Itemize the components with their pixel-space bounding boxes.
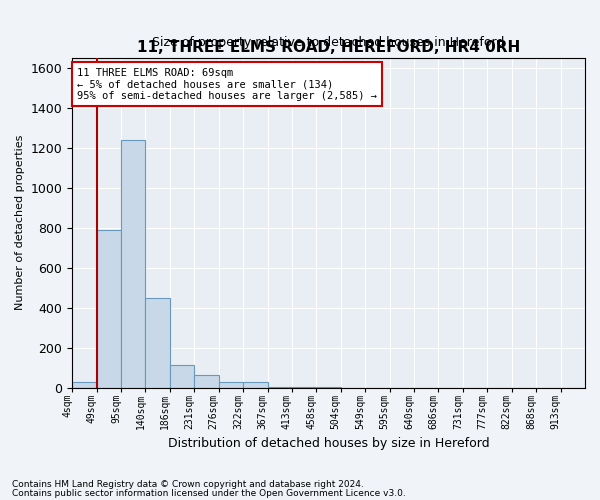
Text: Contains public sector information licensed under the Open Government Licence v3: Contains public sector information licen… (12, 490, 406, 498)
Text: Contains HM Land Registry data © Crown copyright and database right 2024.: Contains HM Land Registry data © Crown c… (12, 480, 364, 489)
Bar (316, 387, 341, 388)
Bar (170, 365, 194, 388)
Bar (243, 382, 268, 388)
X-axis label: Distribution of detached houses by size in Hereford: Distribution of detached houses by size … (168, 437, 490, 450)
Text: 11 THREE ELMS ROAD: 69sqm
← 5% of detached houses are smaller (134)
95% of semi-: 11 THREE ELMS ROAD: 69sqm ← 5% of detach… (77, 68, 377, 100)
Bar (292, 387, 316, 388)
Bar (72, 382, 97, 388)
Bar (97, 230, 121, 388)
Bar (218, 382, 243, 388)
Bar (194, 375, 218, 388)
Bar (121, 140, 145, 388)
Text: Size of property relative to detached houses in Hereford: Size of property relative to detached ho… (152, 36, 505, 50)
Bar (145, 298, 170, 388)
Bar (268, 387, 292, 388)
Y-axis label: Number of detached properties: Number of detached properties (15, 135, 25, 310)
Title: 11, THREE ELMS ROAD, HEREFORD, HR4 0RH: 11, THREE ELMS ROAD, HEREFORD, HR4 0RH (137, 40, 520, 55)
